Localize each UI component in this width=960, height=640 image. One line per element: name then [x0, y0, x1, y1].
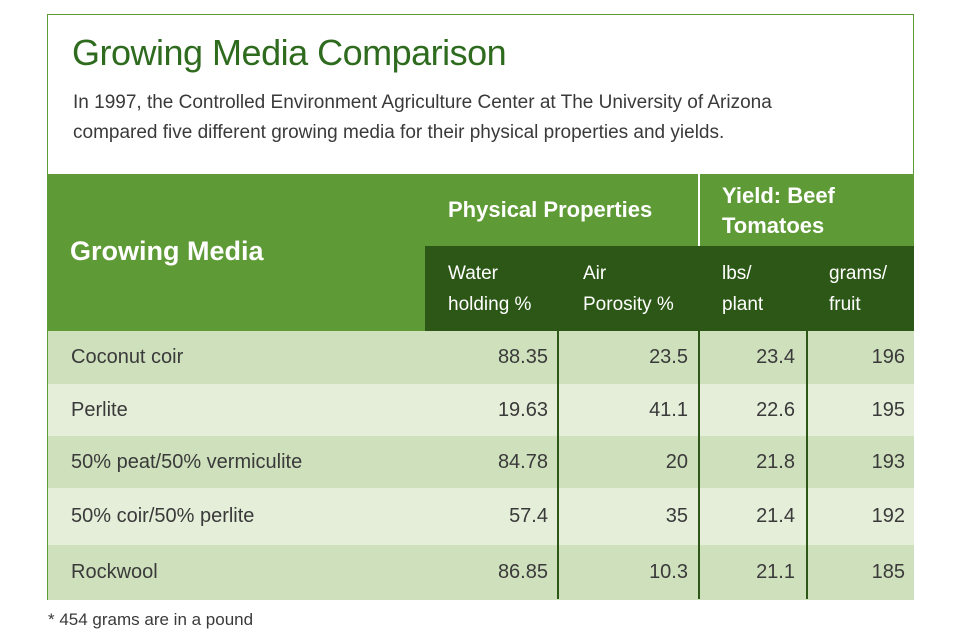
cell-lbs-plant: 21.4	[756, 505, 795, 527]
description: In 1997, the Controlled Environment Agri…	[73, 88, 893, 148]
subheader-grams-fruit: grams/ fruit	[829, 258, 959, 320]
table-row: Coconut coir 88.35 23.5 23.4 196	[48, 331, 914, 384]
cell-growing-media: Rockwool	[71, 561, 158, 583]
cell-grams-fruit: 193	[871, 450, 905, 473]
subheader-air-line-2: Porosity %	[583, 294, 674, 315]
subheader-water-holding: Water holding %	[448, 258, 578, 320]
subheader-water-line-1: Water	[448, 263, 498, 284]
cell-air-porosity: 23.5	[649, 346, 688, 368]
cell-water-holding: 88.35	[497, 346, 548, 368]
header-yield: Yield: Beef Tomatoes	[722, 181, 902, 241]
column-divider	[557, 331, 559, 599]
cell-grams-fruit: 196	[871, 346, 905, 368]
cell-growing-media: 50% peat/50% vermiculite	[71, 450, 303, 473]
table-row: 50% peat/50% vermiculite 84.78 20 21.8 193	[48, 436, 914, 488]
cell-air-porosity: 20	[665, 450, 688, 473]
table-subheader	[425, 246, 914, 331]
subheader-air-porosity: Air Porosity %	[583, 258, 713, 320]
header-physical-properties: Physical Properties	[448, 197, 653, 222]
column-divider	[806, 331, 808, 599]
cell-grams-fruit: 195	[871, 398, 905, 421]
cell-growing-media: 50% coir/50% perlite	[71, 505, 255, 527]
page-title: Growing Media Comparison	[72, 32, 507, 73]
column-divider	[698, 331, 700, 599]
subheader-grams-line-2: fruit	[829, 294, 861, 315]
cell-air-porosity: 35	[665, 505, 688, 527]
cell-grams-fruit: 192	[871, 505, 905, 527]
cell-growing-media: Perlite	[71, 398, 128, 421]
cell-water-holding: 86.85	[497, 561, 548, 583]
cell-grams-fruit: 185	[871, 561, 905, 583]
subheader-air-line-1: Air	[583, 263, 607, 284]
header-yield-line-1: Yield: Beef	[722, 183, 835, 208]
cell-water-holding: 84.78	[497, 450, 548, 473]
cell-water-holding: 57.4	[509, 505, 548, 527]
cell-lbs-plant: 21.1	[756, 561, 795, 583]
cell-lbs-plant: 23.4	[756, 346, 795, 368]
subheader-lbs-line-1: lbs/	[722, 263, 752, 284]
header-yield-line-2: Tomatoes	[722, 213, 825, 238]
description-line-1: In 1997, the Controlled Environment Agri…	[73, 92, 772, 113]
subheader-lbs-line-2: plant	[722, 294, 764, 315]
cell-lbs-plant: 22.6	[756, 398, 795, 421]
cell-growing-media: Coconut coir	[71, 346, 184, 368]
description-line-2: compared five different growing media fo…	[73, 122, 725, 143]
cell-air-porosity: 10.3	[649, 561, 688, 583]
cell-water-holding: 19.63	[497, 398, 548, 421]
table-row: Perlite 19.63 41.1 22.6 195	[48, 384, 914, 436]
table-row: 50% coir/50% perlite 57.4 35 21.4 192	[48, 488, 914, 545]
header-growing-media: Growing Media	[70, 236, 264, 266]
header-divider	[698, 174, 700, 246]
table-row: Rockwool 86.85 10.3 21.1 185	[48, 545, 914, 600]
footnote: * 454 grams are in a pound	[48, 610, 254, 629]
subheader-water-line-2: holding %	[448, 294, 532, 315]
subheader-lbs-plant: lbs/ plant	[722, 258, 852, 320]
subheader-grams-line-1: grams/	[829, 263, 888, 284]
cell-lbs-plant: 21.8	[756, 450, 795, 473]
cell-air-porosity: 41.1	[649, 398, 688, 421]
